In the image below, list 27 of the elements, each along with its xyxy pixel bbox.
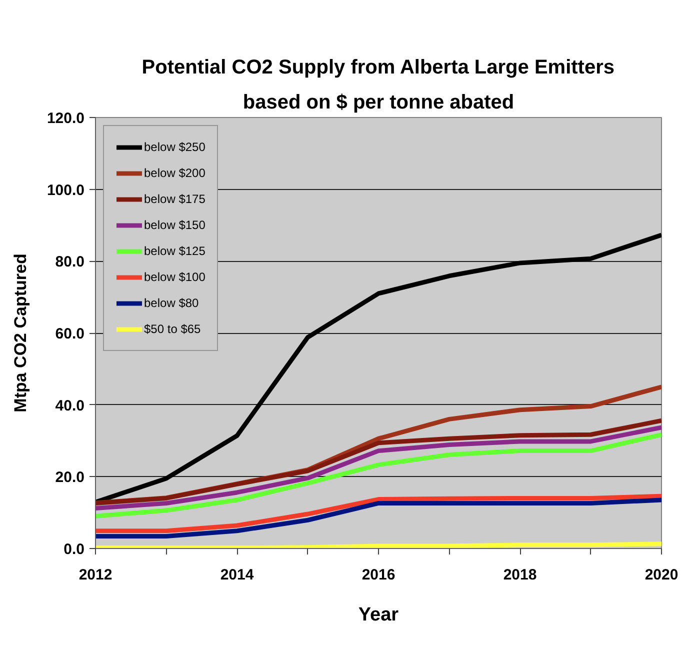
x-tick-label: 2020 (644, 566, 678, 584)
line-series (96, 498, 662, 539)
chart-subtitle: based on $ per tonne abated (242, 92, 514, 114)
x-tick-label: 2012 (78, 566, 112, 584)
x-axis-title: Year (358, 604, 400, 626)
y-tick-label: 60.0 (55, 326, 85, 342)
x-tick-label: 2014 (220, 566, 254, 584)
legend-label: below $200 (144, 165, 206, 182)
legend-label: below $175 (144, 191, 206, 208)
y-tick-label: 120.0 (46, 110, 85, 127)
line-series (96, 432, 662, 518)
legend-label: $50 to $65 (144, 321, 201, 338)
y-tick-label: 20.0 (55, 469, 85, 486)
x-tick-label: 2016 (362, 566, 396, 584)
legend-label: below $80 (144, 295, 199, 312)
y-axis-title: Mtpa CO2 Captured (10, 254, 30, 412)
legend-label: below $250 (144, 139, 206, 156)
y-tick-label: 80.0 (55, 254, 85, 271)
line-series (96, 494, 662, 534)
y-tick-label: 100.0 (46, 182, 85, 199)
legend-label: below $100 (144, 269, 206, 286)
y-tick-label: 0.0 (64, 541, 85, 558)
chart-title: Potential CO2 Supply from Alberta Large Emitters (142, 56, 614, 78)
y-tick-label: 40.0 (55, 397, 85, 414)
legend-label: below $125 (144, 243, 206, 260)
legend-label: below $150 (144, 217, 206, 234)
x-tick-label: 2018 (503, 566, 537, 584)
